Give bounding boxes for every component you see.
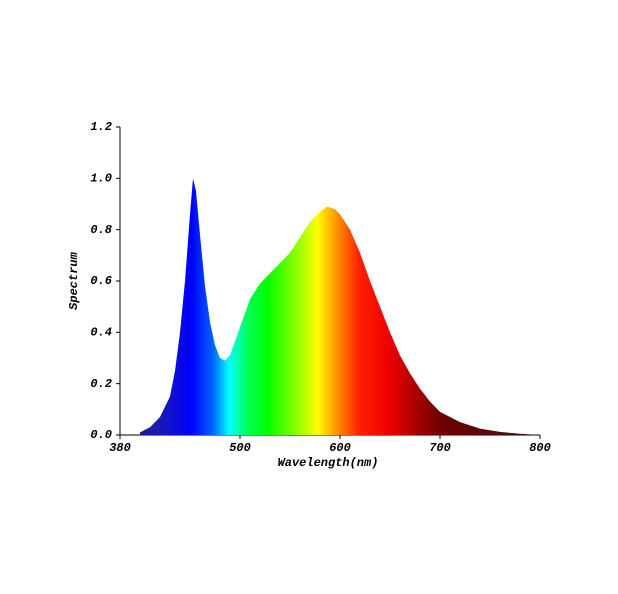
x-tick-label: 700 [429, 441, 451, 455]
x-tick-label: 800 [529, 441, 551, 455]
x-tick-label: 500 [229, 441, 251, 455]
x-axis-label: Wavelength(nm) [278, 456, 379, 470]
y-tick-label: 0.8 [90, 223, 112, 237]
y-axis-label: Spectrum [67, 251, 81, 309]
y-tick-label: 0.6 [90, 274, 112, 288]
y-tick-label: 0.0 [90, 428, 112, 442]
y-tick-label: 0.2 [90, 377, 112, 391]
y-tick-label: 0.4 [90, 326, 112, 340]
y-tick-label: 1.0 [90, 172, 112, 186]
x-tick-label: 380 [109, 441, 131, 455]
spectrum-area [140, 178, 540, 436]
y-tick-label: 1.2 [90, 120, 112, 134]
x-tick-label: 600 [329, 441, 351, 455]
